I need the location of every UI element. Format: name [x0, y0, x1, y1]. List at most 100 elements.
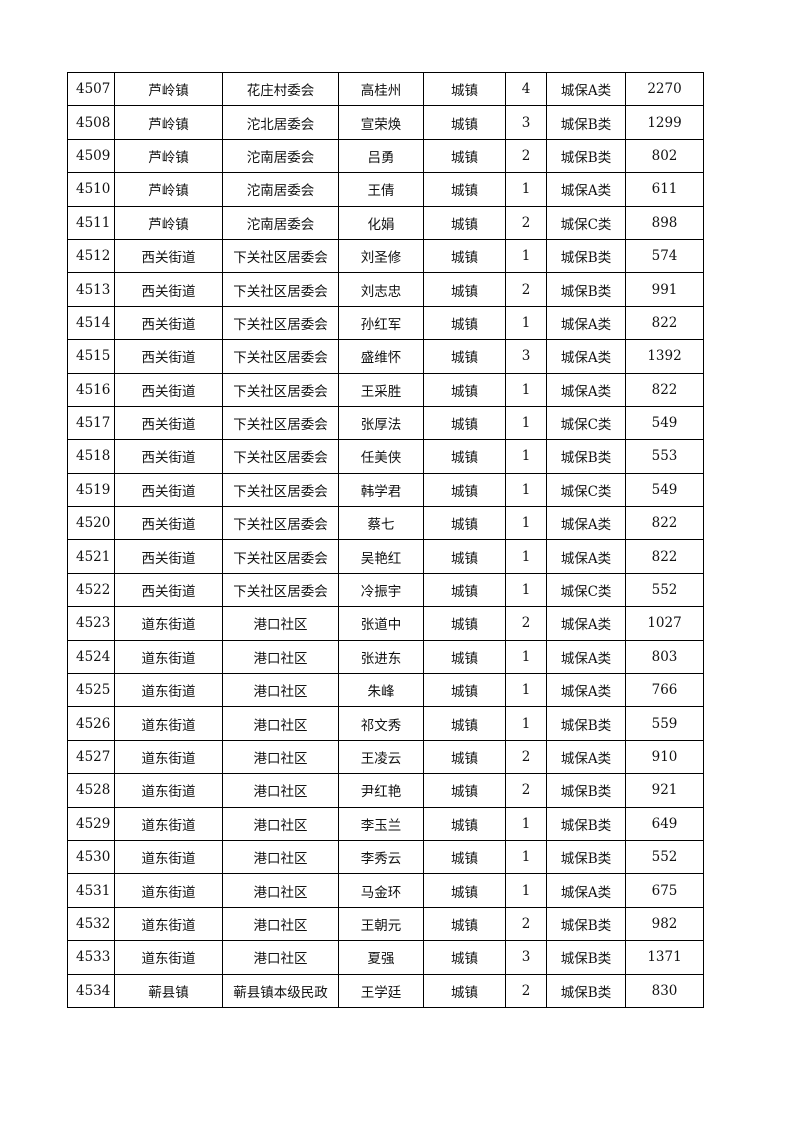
table-row: 4513 西关街道 下关社区居委会 刘志忠 城镇 2 城保B类 991	[67, 272, 704, 307]
area-type-cell: 城镇	[423, 739, 506, 775]
category-cell: 城保B类	[546, 238, 626, 274]
id-cell: 4515	[67, 339, 115, 374]
household-size-cell: 1	[505, 405, 547, 441]
town-cell: 道东街道	[114, 706, 223, 741]
id-cell: 4508	[67, 105, 115, 140]
table-row: 4512 西关街道 下关社区居委会 刘圣修 城镇 1 城保B类 574	[67, 238, 704, 274]
town-cell: 芦岭镇	[114, 71, 223, 107]
area-type-cell: 城镇	[423, 606, 506, 641]
name-cell: 朱峰	[338, 673, 424, 708]
amount-cell: 675	[625, 873, 704, 908]
committee-cell: 港口社区	[222, 706, 339, 741]
household-size-cell: 1	[505, 673, 547, 708]
household-size-cell: 2	[505, 272, 547, 307]
name-cell: 王倩	[338, 172, 424, 207]
table-row: 4528 道东街道 港口社区 尹红艳 城镇 2 城保B类 921	[67, 773, 704, 808]
category-cell: 城保B类	[546, 105, 626, 140]
table-row: 4507 芦岭镇 花庄村委会 高桂州 城镇 4 城保A类 2270	[67, 71, 704, 107]
id-cell: 4519	[67, 472, 115, 508]
amount-cell: 2270	[625, 71, 704, 107]
id-cell: 4517	[67, 405, 115, 441]
committee-cell: 港口社区	[222, 739, 339, 775]
area-type-cell: 城镇	[423, 572, 506, 608]
town-cell: 道东街道	[114, 806, 223, 841]
id-cell: 4507	[67, 71, 115, 107]
id-cell: 4531	[67, 873, 115, 908]
household-size-cell: 1	[505, 572, 547, 608]
area-type-cell: 城镇	[423, 138, 506, 174]
household-size-cell: 1	[505, 506, 547, 541]
town-cell: 道东街道	[114, 673, 223, 708]
name-cell: 化娟	[338, 205, 424, 240]
amount-cell: 921	[625, 773, 704, 808]
household-size-cell: 1	[505, 839, 547, 875]
id-cell: 4510	[67, 172, 115, 207]
id-cell: 4511	[67, 205, 115, 240]
town-cell: 芦岭镇	[114, 172, 223, 207]
area-type-cell: 城镇	[423, 472, 506, 508]
town-cell: 西关街道	[114, 339, 223, 374]
committee-cell: 港口社区	[222, 839, 339, 875]
id-cell: 4512	[67, 238, 115, 274]
committee-cell: 港口社区	[222, 940, 339, 975]
name-cell: 夏强	[338, 940, 424, 975]
area-type-cell: 城镇	[423, 71, 506, 107]
table-row: 4515 西关街道 下关社区居委会 盛维怀 城镇 3 城保A类 1392	[67, 339, 704, 374]
committee-cell: 港口社区	[222, 773, 339, 808]
table-row: 4529 道东街道 港口社区 李玉兰 城镇 1 城保B类 649	[67, 806, 704, 841]
area-type-cell: 城镇	[423, 839, 506, 875]
area-type-cell: 城镇	[423, 405, 506, 441]
name-cell: 孙红军	[338, 305, 424, 341]
area-type-cell: 城镇	[423, 539, 506, 574]
town-cell: 西关街道	[114, 405, 223, 441]
amount-cell: 552	[625, 572, 704, 608]
table-row: 4534 蕲县镇 蕲县镇本级民政 王学廷 城镇 2 城保B类 830	[67, 973, 704, 1008]
area-type-cell: 城镇	[423, 673, 506, 708]
category-cell: 城保A类	[546, 739, 626, 775]
category-cell: 城保B类	[546, 940, 626, 975]
category-cell: 城保A类	[546, 873, 626, 908]
id-cell: 4527	[67, 739, 115, 775]
household-size-cell: 3	[505, 940, 547, 975]
amount-cell: 559	[625, 706, 704, 741]
town-cell: 芦岭镇	[114, 105, 223, 140]
household-size-cell: 4	[505, 71, 547, 107]
committee-cell: 下关社区居委会	[222, 572, 339, 608]
committee-cell: 下关社区居委会	[222, 506, 339, 541]
area-type-cell: 城镇	[423, 906, 506, 942]
amount-cell: 822	[625, 305, 704, 341]
table-row: 4516 西关街道 下关社区居委会 王采胜 城镇 1 城保A类 822	[67, 372, 704, 407]
name-cell: 蔡七	[338, 506, 424, 541]
category-cell: 城保C类	[546, 472, 626, 508]
committee-cell: 港口社区	[222, 673, 339, 708]
name-cell: 李秀云	[338, 839, 424, 875]
committee-cell: 港口社区	[222, 806, 339, 841]
household-size-cell: 3	[505, 105, 547, 140]
town-cell: 西关街道	[114, 572, 223, 608]
town-cell: 芦岭镇	[114, 138, 223, 174]
name-cell: 冷振宇	[338, 572, 424, 608]
id-cell: 4521	[67, 539, 115, 574]
town-cell: 道东街道	[114, 606, 223, 641]
category-cell: 城保A类	[546, 339, 626, 374]
table-body: 4507 芦岭镇 花庄村委会 高桂州 城镇 4 城保A类 2270 4508 芦岭镇 沱北居委会 宣荣…	[67, 71, 704, 1008]
id-cell: 4532	[67, 906, 115, 942]
table-row: 4518 西关街道 下关社区居委会 任美侠 城镇 1 城保B类 553	[67, 439, 704, 474]
category-cell: 城保B类	[546, 773, 626, 808]
amount-cell: 1027	[625, 606, 704, 641]
category-cell: 城保C类	[546, 572, 626, 608]
area-type-cell: 城镇	[423, 305, 506, 341]
area-type-cell: 城镇	[423, 105, 506, 140]
name-cell: 刘圣修	[338, 238, 424, 274]
category-cell: 城保B类	[546, 906, 626, 942]
category-cell: 城保B类	[546, 973, 626, 1008]
committee-cell: 下关社区居委会	[222, 339, 339, 374]
household-size-cell: 1	[505, 305, 547, 341]
area-type-cell: 城镇	[423, 172, 506, 207]
town-cell: 道东街道	[114, 873, 223, 908]
household-size-cell: 1	[505, 372, 547, 407]
category-cell: 城保B类	[546, 138, 626, 174]
household-size-cell: 1	[505, 238, 547, 274]
committee-cell: 港口社区	[222, 606, 339, 641]
area-type-cell: 城镇	[423, 773, 506, 808]
